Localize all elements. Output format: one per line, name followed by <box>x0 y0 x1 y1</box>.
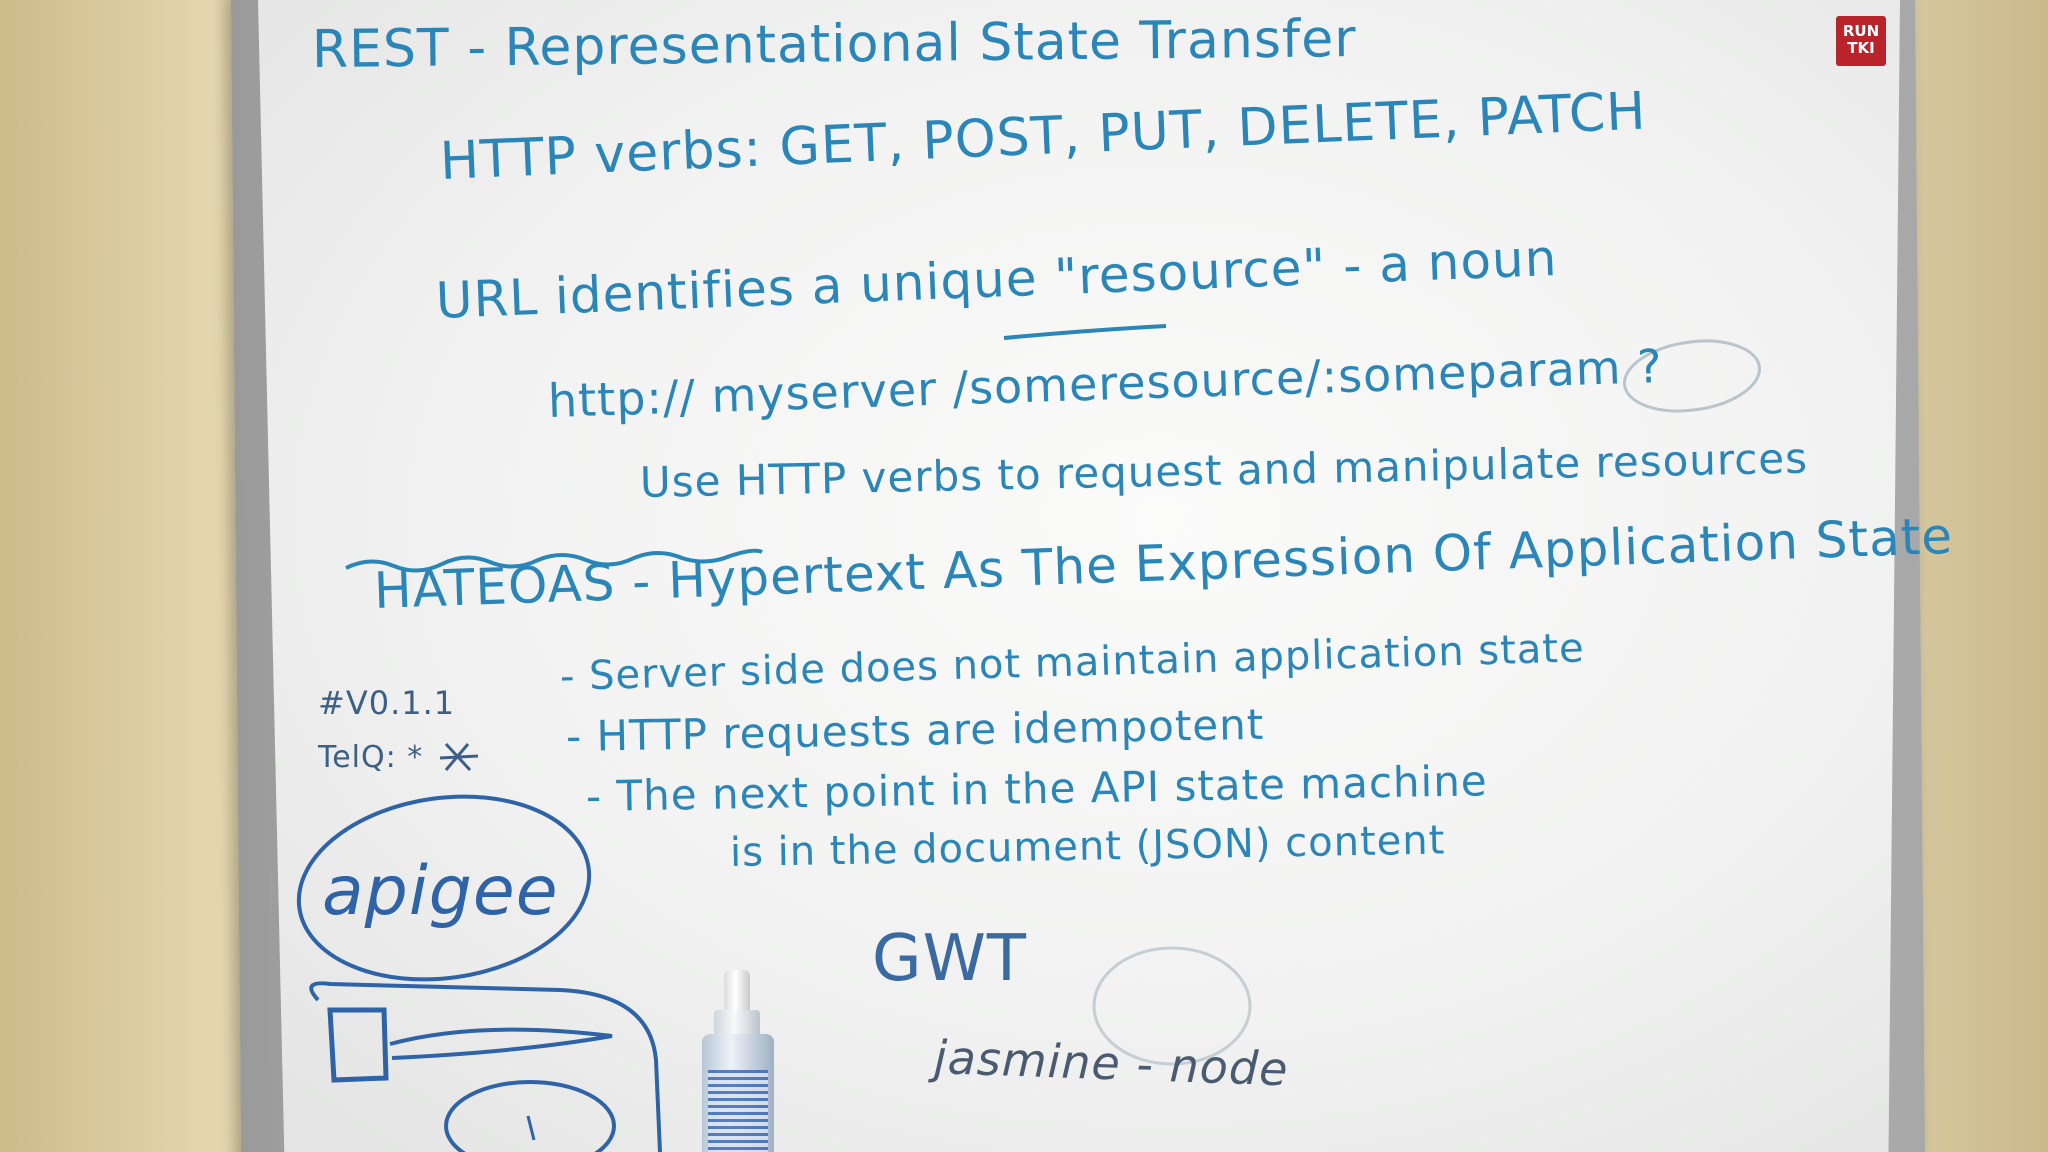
spray-bottle-neck <box>714 1010 760 1038</box>
sketch-mark <box>526 1115 536 1141</box>
wavy-separator <box>345 548 763 573</box>
spray-bottle-cap <box>724 970 750 1014</box>
telq-note: TelQ: * <box>318 740 424 775</box>
spray-bottle <box>700 970 776 1152</box>
board-title: REST - Representational State Transfer <box>311 9 1357 80</box>
sketch-circle <box>444 1080 616 1152</box>
sketch-shape <box>327 1007 389 1083</box>
wall-right <box>1905 0 2048 1152</box>
version-tag: #V0.1.1 <box>318 684 456 722</box>
sketch-outline <box>309 981 662 1152</box>
apigee-circle <box>296 794 592 982</box>
unique-underline <box>1003 324 1167 340</box>
asterisk-mark <box>439 742 479 772</box>
whiteboard-surface <box>258 0 1900 1152</box>
apigee-note: apigee <box>322 852 559 931</box>
sketch-stroke <box>389 1027 613 1060</box>
faint-circle-url <box>1622 339 1762 413</box>
brand-logo: RUN TKI <box>1836 16 1886 66</box>
gwt-note: GWT <box>872 922 1027 996</box>
faint-circle-gwt <box>1092 946 1252 1066</box>
spray-bottle-label <box>708 1070 768 1152</box>
